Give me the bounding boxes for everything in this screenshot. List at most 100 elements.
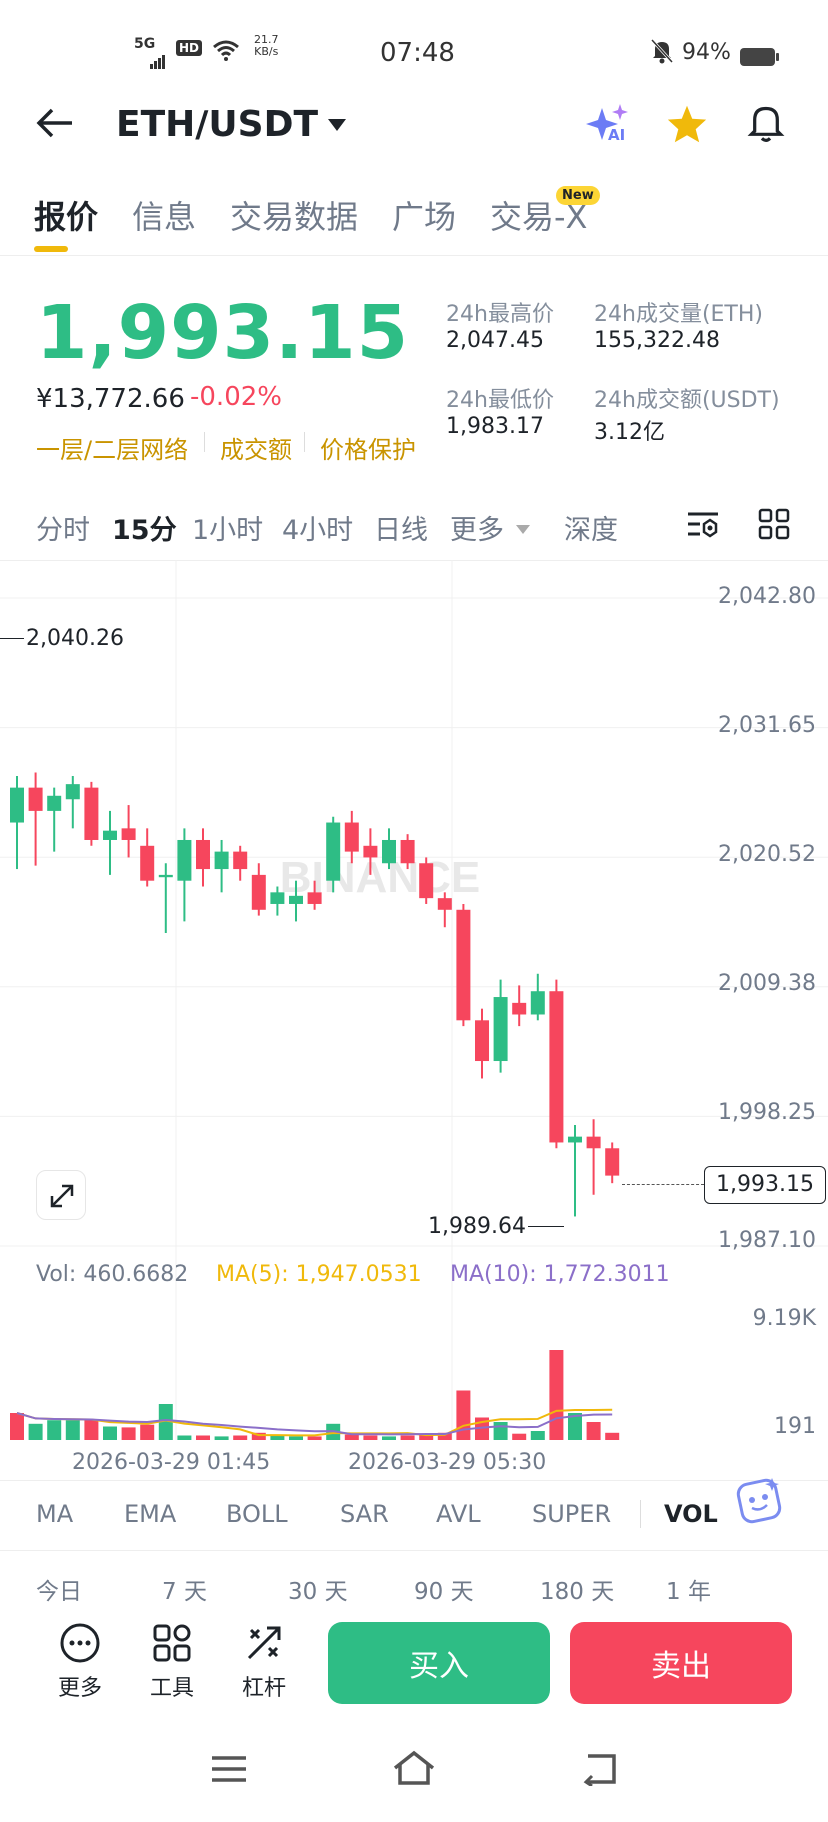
indicator-avl[interactable]: AVL	[436, 1500, 481, 1528]
assistant-bot-icon[interactable]	[732, 1472, 788, 1532]
wifi-icon	[212, 38, 240, 68]
indicator-vol[interactable]: VOL	[664, 1500, 718, 1528]
candle-body	[530, 991, 545, 1015]
tab-trade-data[interactable]: 交易数据	[230, 198, 359, 236]
range-180d[interactable]: 180 天	[540, 1579, 615, 1605]
more-dots-icon	[60, 1623, 100, 1663]
candle-body	[382, 839, 396, 864]
interval-more[interactable]: 更多	[450, 515, 504, 546]
interval-time[interactable]: 分时	[36, 515, 90, 546]
tag-layer-network[interactable]: 一层/二层网络	[36, 436, 189, 464]
range-30d[interactable]: 30 天	[288, 1579, 348, 1605]
battery-icon	[740, 44, 780, 74]
volume-bar	[10, 1413, 24, 1440]
range-today[interactable]: 今日	[36, 1579, 82, 1605]
volume-bar	[270, 1435, 285, 1440]
favorite-star-icon[interactable]	[666, 104, 708, 148]
tools-button[interactable]: 工具	[132, 1622, 212, 1702]
mute-bell-icon	[650, 38, 674, 71]
caret-down-icon[interactable]	[328, 116, 346, 135]
kline-chart[interactable]: BINANCE	[0, 560, 828, 1480]
volume-bar	[549, 1350, 564, 1440]
candle-body	[103, 830, 117, 840]
volume-bar	[400, 1435, 415, 1440]
fullscreen-expand-icon[interactable]	[36, 1170, 86, 1220]
range-1y[interactable]: 1 年	[666, 1579, 711, 1605]
tag-price-protection[interactable]: 价格保护	[320, 436, 416, 464]
candle-body	[493, 997, 508, 1062]
indicator-super[interactable]: SUPER	[532, 1500, 612, 1528]
interval-1h[interactable]: 1小时	[192, 515, 264, 546]
volume-bar	[28, 1423, 43, 1440]
candle-body	[512, 1002, 527, 1015]
ai-sparkle-icon[interactable]: AI	[586, 104, 632, 150]
divider	[0, 1550, 828, 1551]
interval-4h[interactable]: 4小时	[282, 515, 354, 546]
volume-bar	[456, 1390, 471, 1440]
interval-1d[interactable]: 日线	[374, 515, 428, 546]
home-icon[interactable]	[392, 1750, 436, 1790]
x-tick: 2026-03-29 01:45	[72, 1450, 271, 1475]
volume-bar	[84, 1420, 99, 1440]
more-button[interactable]: 更多	[40, 1622, 120, 1702]
y-tick: 2,020.52	[718, 842, 816, 867]
candle-body	[177, 839, 192, 881]
volume-bar	[307, 1436, 322, 1440]
range-90d[interactable]: 90 天	[414, 1579, 474, 1605]
tab-square[interactable]: 广场	[392, 198, 457, 236]
ma10-line	[16, 1412, 613, 1436]
caret-down-icon[interactable]	[516, 520, 530, 539]
y-tick: 2,031.65	[718, 713, 816, 738]
range-7d[interactable]: 7 天	[162, 1579, 207, 1605]
alert-bell-icon[interactable]	[746, 102, 786, 148]
leverage-button[interactable]: 杠杆	[224, 1622, 304, 1702]
volume-bar	[419, 1433, 434, 1440]
indicator-ma[interactable]: MA	[36, 1500, 74, 1528]
interval-15m[interactable]: 15分	[112, 515, 177, 546]
candle-body	[586, 1136, 601, 1149]
candle-body	[456, 909, 471, 1021]
tab-quote[interactable]: 报价	[34, 198, 99, 236]
network-speed: 21.7 KB/s	[254, 33, 279, 58]
volume-bar	[177, 1435, 192, 1440]
volume-bar	[363, 1435, 378, 1440]
indicator-boll[interactable]: BOLL	[226, 1500, 288, 1528]
chart-settings-icon[interactable]	[686, 508, 720, 544]
menu-icon[interactable]	[210, 1754, 248, 1788]
candle-body	[10, 787, 24, 823]
volume-bar	[233, 1435, 248, 1440]
grid-layout-icon[interactable]	[758, 508, 790, 544]
volume-bar	[47, 1420, 62, 1440]
low-marker-line	[528, 1226, 564, 1227]
indicator-sar[interactable]: SAR	[340, 1500, 389, 1528]
candle-body	[47, 795, 62, 811]
volume-bar	[140, 1424, 155, 1440]
high-marker-line	[0, 638, 24, 639]
new-badge: New	[556, 186, 600, 205]
high-marker: 2,040.26	[26, 626, 124, 651]
back-arrow-icon[interactable]	[36, 108, 74, 142]
active-tab-indicator	[34, 246, 68, 252]
clock: 07:48	[380, 38, 455, 68]
candle-body	[196, 839, 210, 870]
candle-body	[251, 874, 266, 910]
buy-button[interactable]: 买入	[328, 1622, 550, 1704]
leverage-icon	[247, 1626, 281, 1660]
tag-volume[interactable]: 成交额	[220, 436, 292, 464]
y-tick: 2,009.38	[718, 971, 816, 996]
volume-bar	[121, 1427, 136, 1440]
interval-depth[interactable]: 深度	[564, 515, 618, 546]
sell-button[interactable]: 卖出	[570, 1622, 792, 1704]
pair-title[interactable]: ETH/USDT	[116, 104, 319, 145]
top-tabs: 报价 信息 交易数据 广场 交易-X New	[0, 180, 828, 256]
candle-body	[158, 874, 173, 878]
tab-info[interactable]: 信息	[132, 198, 197, 236]
candle-body	[400, 839, 415, 864]
back-nav-icon[interactable]	[580, 1752, 618, 1790]
indicator-ema[interactable]: EMA	[124, 1500, 177, 1528]
candle-body	[475, 1020, 489, 1062]
volume-bar	[382, 1436, 396, 1440]
candle-body	[344, 822, 359, 852]
candle-body	[549, 991, 564, 1143]
hd-badge: HD	[176, 40, 203, 56]
